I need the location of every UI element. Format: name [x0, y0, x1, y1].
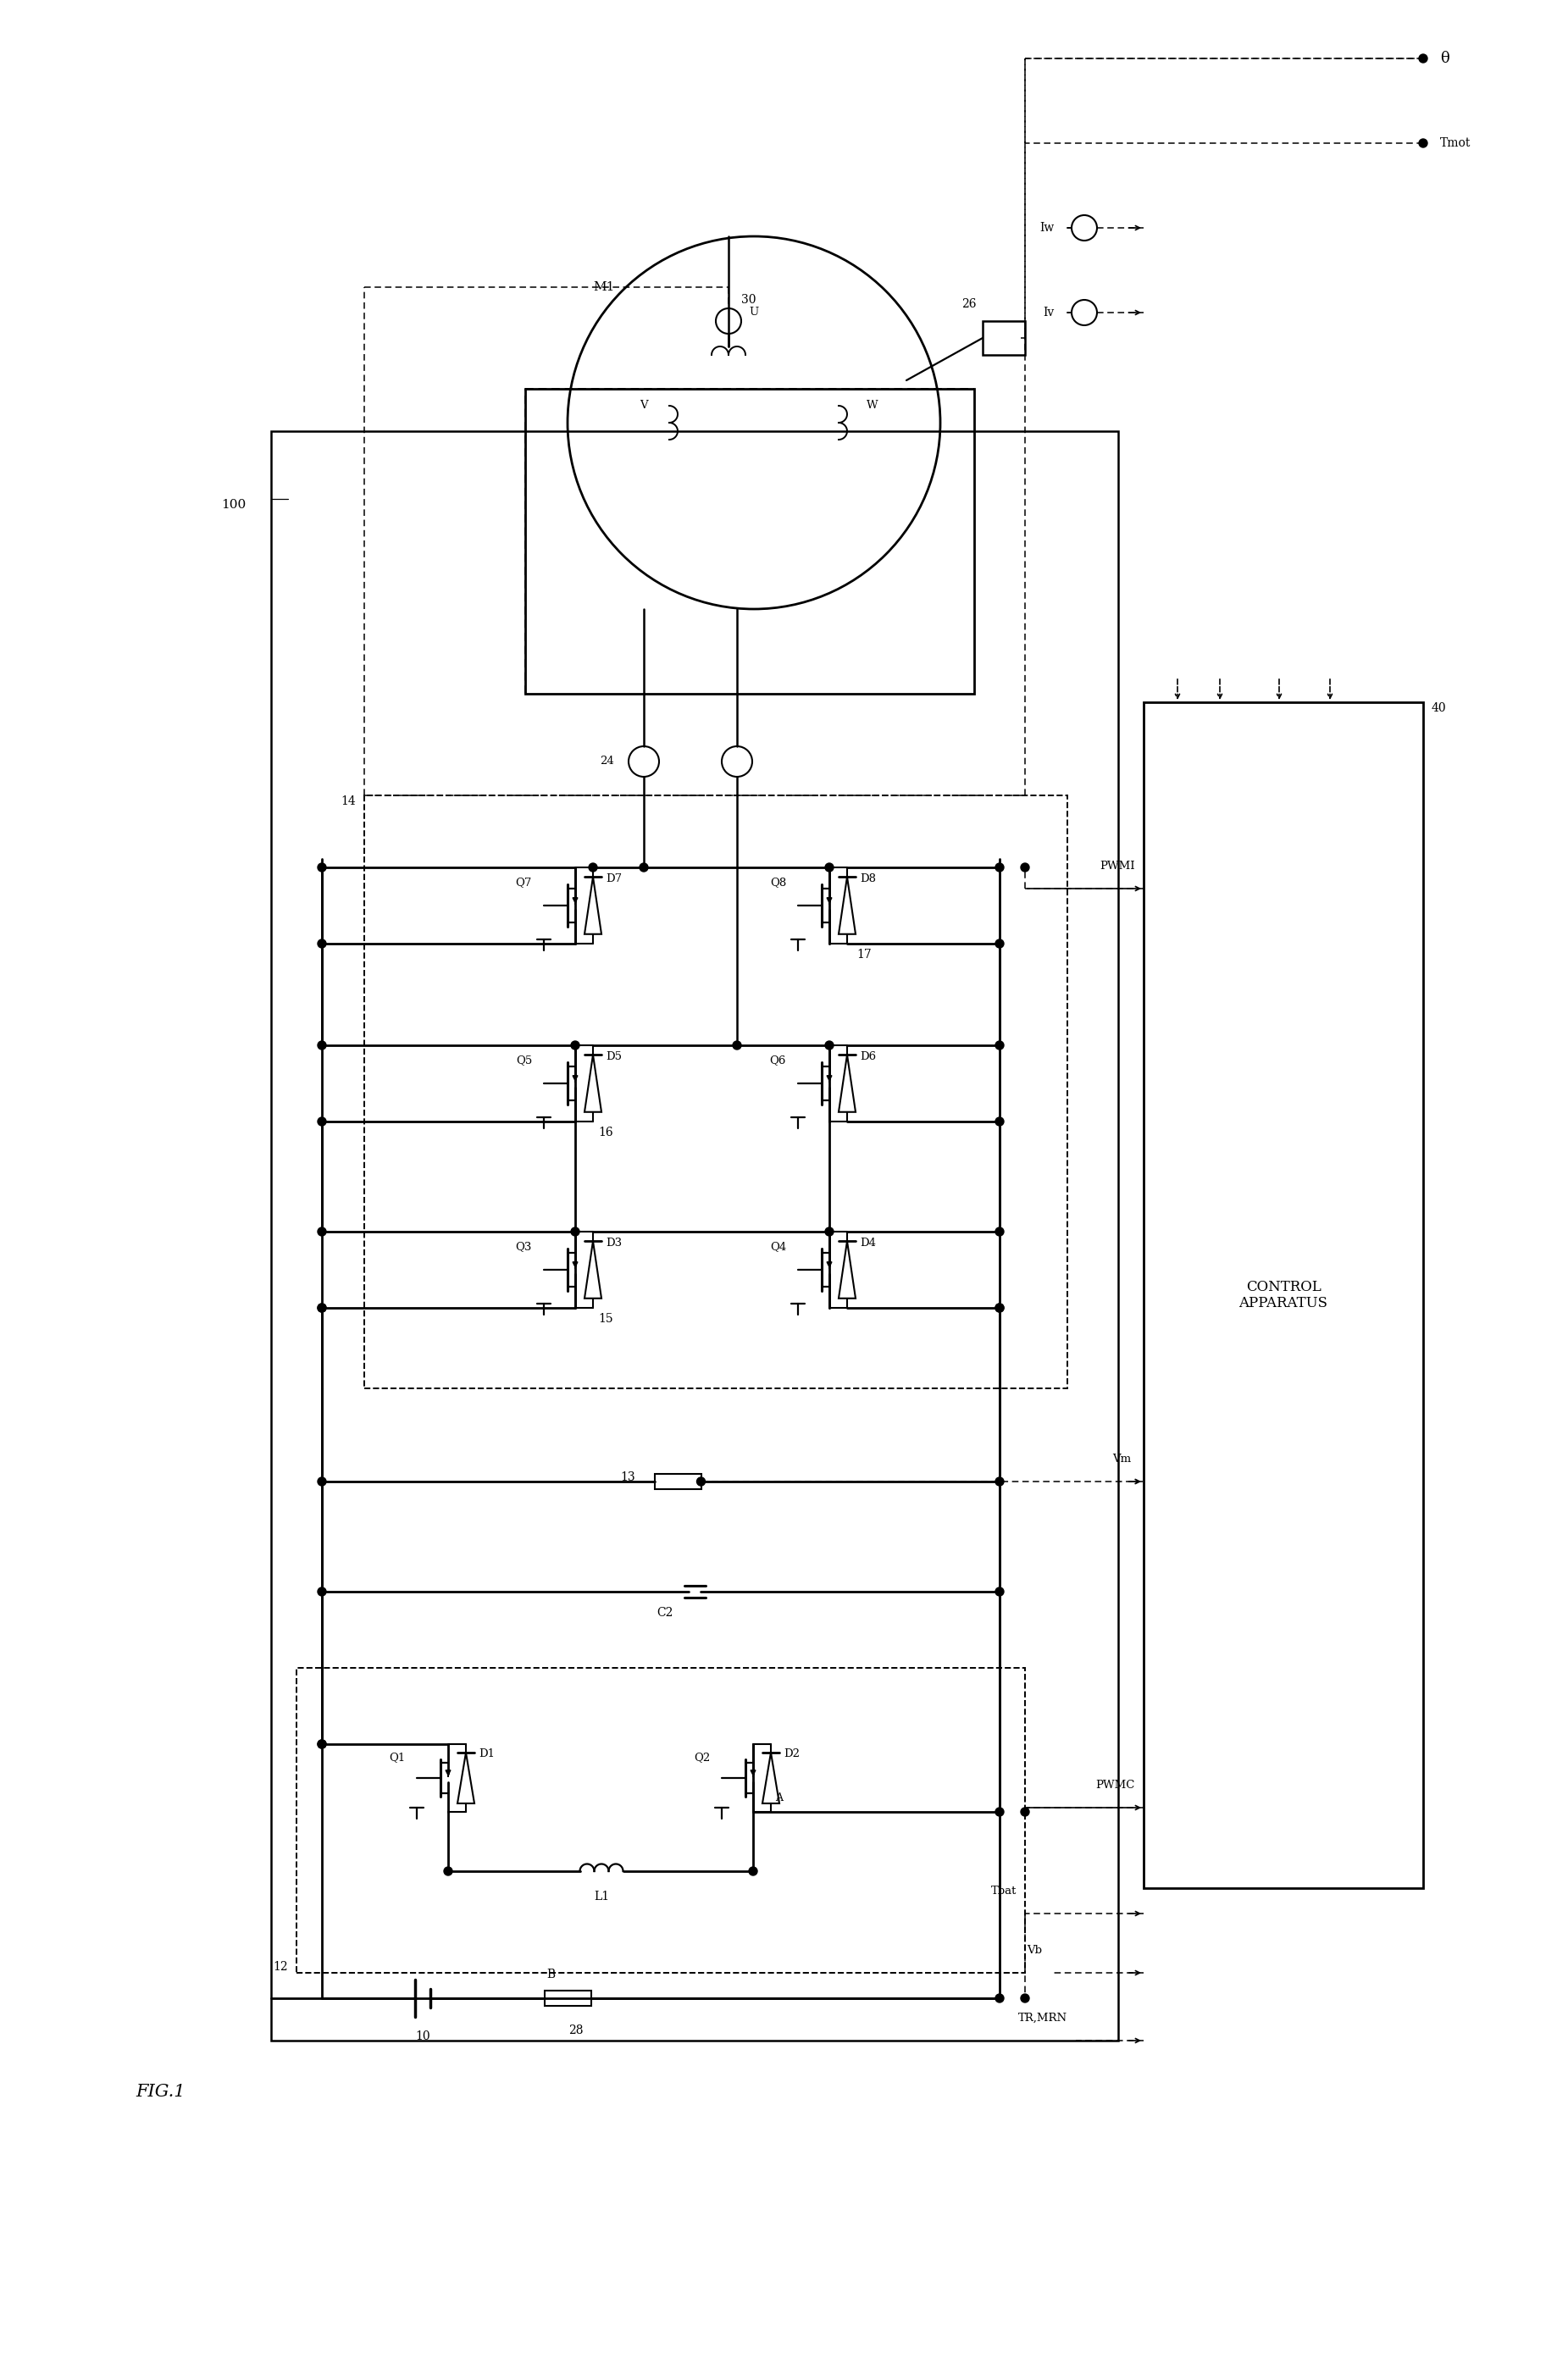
Circle shape	[996, 1304, 1004, 1311]
Text: 14: 14	[340, 796, 356, 807]
Text: W: W	[867, 400, 878, 412]
Text: 24: 24	[601, 756, 615, 767]
Text: 100: 100	[221, 499, 246, 511]
Circle shape	[996, 1587, 1004, 1596]
Text: TR,MRN: TR,MRN	[1018, 2013, 1068, 2024]
Text: 17: 17	[856, 949, 872, 960]
Text: Q6: Q6	[770, 1055, 786, 1066]
Circle shape	[1021, 1994, 1029, 2003]
Circle shape	[318, 1478, 326, 1485]
Text: θ: θ	[1439, 52, 1449, 66]
Text: 15: 15	[599, 1314, 613, 1325]
Circle shape	[696, 1478, 706, 1485]
Text: Tbat: Tbat	[991, 1886, 1016, 1897]
Circle shape	[996, 1226, 1004, 1236]
Text: Tmot: Tmot	[1439, 137, 1471, 148]
Text: B: B	[546, 1968, 555, 1980]
Circle shape	[996, 1304, 1004, 1311]
Circle shape	[750, 1867, 757, 1876]
Bar	[525, 388, 974, 694]
Text: D2: D2	[784, 1749, 800, 1761]
Circle shape	[318, 939, 326, 949]
Circle shape	[444, 1867, 452, 1876]
Circle shape	[996, 939, 1004, 949]
Circle shape	[318, 1118, 326, 1125]
Text: 40: 40	[1432, 701, 1447, 713]
Text: Q8: Q8	[770, 878, 786, 887]
Text: 12: 12	[273, 1961, 289, 1973]
Text: A: A	[775, 1791, 782, 1803]
Circle shape	[571, 1226, 580, 1236]
Text: D6: D6	[859, 1052, 877, 1062]
Bar	[364, 796, 1068, 1389]
Text: Q4: Q4	[770, 1241, 786, 1252]
Circle shape	[996, 1118, 1004, 1125]
Text: PWMC: PWMC	[1096, 1780, 1135, 1791]
Text: D1: D1	[478, 1749, 495, 1761]
Circle shape	[318, 1040, 326, 1050]
Bar	[544, 1991, 591, 2006]
Text: Q7: Q7	[516, 878, 532, 887]
Text: 16: 16	[599, 1128, 613, 1139]
Text: V: V	[640, 400, 648, 412]
Circle shape	[318, 1304, 326, 1311]
Circle shape	[825, 864, 834, 871]
Text: Vm: Vm	[1112, 1452, 1131, 1464]
Circle shape	[732, 1040, 742, 1050]
Bar	[271, 431, 1118, 2041]
Bar	[1143, 701, 1424, 1888]
Bar	[296, 1669, 1025, 1973]
Circle shape	[588, 864, 597, 871]
Text: 28: 28	[569, 2024, 583, 2036]
Circle shape	[318, 864, 326, 871]
Bar	[654, 1474, 701, 1490]
Text: D5: D5	[605, 1052, 622, 1062]
Text: Iv: Iv	[1043, 306, 1055, 318]
Circle shape	[996, 1994, 1004, 2003]
Text: U: U	[750, 306, 759, 318]
Bar	[983, 320, 1025, 355]
Circle shape	[1021, 1808, 1029, 1817]
Text: D3: D3	[605, 1238, 622, 1248]
Text: Q1: Q1	[389, 1751, 405, 1763]
Circle shape	[1021, 864, 1029, 871]
Circle shape	[571, 1040, 580, 1050]
Circle shape	[825, 1040, 834, 1050]
Text: Q2: Q2	[693, 1751, 710, 1763]
Circle shape	[996, 1478, 1004, 1485]
Text: 30: 30	[742, 294, 756, 306]
Circle shape	[640, 864, 648, 871]
Text: Q5: Q5	[516, 1055, 532, 1066]
Text: FIG.1: FIG.1	[135, 2083, 185, 2100]
Text: PWMI: PWMI	[1099, 862, 1135, 871]
Text: Iw: Iw	[1040, 221, 1055, 233]
Circle shape	[1419, 54, 1427, 64]
Text: D8: D8	[859, 873, 877, 885]
Circle shape	[318, 1226, 326, 1236]
Text: D7: D7	[605, 873, 622, 885]
Circle shape	[318, 1304, 326, 1311]
Text: Vb: Vb	[1027, 1944, 1043, 1956]
Text: 10: 10	[416, 2032, 430, 2043]
Circle shape	[825, 1226, 834, 1236]
Circle shape	[996, 1808, 1004, 1817]
Text: C2: C2	[657, 1608, 673, 1620]
Text: CONTROL
APPARATUS: CONTROL APPARATUS	[1239, 1281, 1328, 1311]
Circle shape	[318, 1740, 326, 1749]
Text: D4: D4	[859, 1238, 877, 1248]
Text: Q3: Q3	[516, 1241, 532, 1252]
Text: 13: 13	[621, 1471, 635, 1483]
Circle shape	[996, 864, 1004, 871]
Text: 26: 26	[961, 299, 977, 311]
Circle shape	[318, 1740, 326, 1749]
Circle shape	[318, 1587, 326, 1596]
Circle shape	[1419, 139, 1427, 148]
Text: L1: L1	[594, 1890, 608, 1902]
Circle shape	[996, 1040, 1004, 1050]
Text: M1: M1	[593, 280, 615, 294]
